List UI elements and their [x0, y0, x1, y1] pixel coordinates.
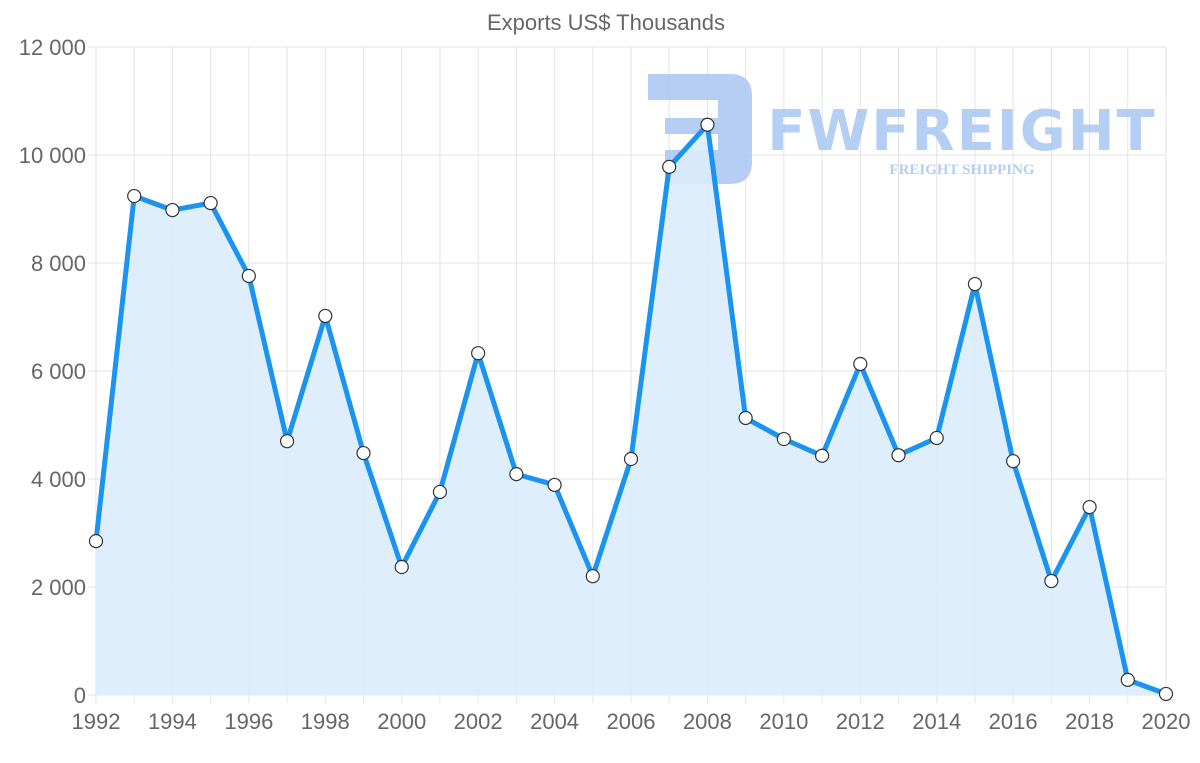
data-point[interactable] [1006, 454, 1021, 469]
x-tick-label: 2000 [377, 709, 426, 734]
x-tick-label: 2014 [912, 709, 961, 734]
data-point[interactable] [929, 430, 944, 446]
data-point[interactable] [279, 434, 295, 449]
y-axis: 0 2 000 4 000 6 000 8 000 10 000 12 000 [19, 35, 86, 708]
x-tick-label: 1998 [301, 709, 350, 734]
data-point[interactable] [241, 268, 256, 284]
y-tick-label: 12 000 [19, 35, 86, 60]
logo-mark-icon [648, 74, 752, 184]
x-tick-label: 1994 [148, 709, 197, 734]
data-point[interactable] [1158, 686, 1174, 702]
data-point[interactable] [203, 195, 218, 211]
x-tick-label: 1992 [72, 709, 121, 734]
data-point[interactable] [547, 477, 562, 493]
x-tick-label: 2010 [759, 709, 808, 734]
data-point[interactable] [394, 559, 409, 575]
data-point[interactable] [471, 346, 486, 361]
data-point[interactable] [318, 308, 333, 324]
watermark-logo: FWFREIGHT FREIGHT SHIPPING [648, 74, 1157, 184]
data-point[interactable] [88, 533, 104, 549]
data-point[interactable] [891, 448, 906, 463]
x-tick-label: 1996 [224, 709, 273, 734]
x-tick-label: 2002 [454, 709, 503, 734]
data-point[interactable] [662, 159, 677, 174]
x-tick-label: 2012 [836, 709, 885, 734]
y-tick-label: 10 000 [19, 143, 86, 168]
y-tick-label: 2 000 [31, 575, 86, 600]
data-point[interactable] [700, 117, 715, 132]
y-tick-label: 0 [74, 683, 86, 708]
x-axis: 1992 1994 1996 1998 2000 2002 2004 2006 2008 2010… [72, 709, 1191, 734]
data-point[interactable] [623, 451, 639, 467]
data-point[interactable] [432, 484, 448, 500]
y-tick-label: 8 000 [31, 251, 86, 276]
data-point[interactable] [814, 448, 830, 463]
x-tick-label: 2016 [989, 709, 1038, 734]
data-points [88, 117, 1174, 702]
data-point[interactable] [776, 431, 791, 447]
data-point[interactable] [967, 276, 983, 292]
data-point[interactable] [509, 467, 524, 482]
x-tick-label: 2006 [607, 709, 656, 734]
data-point[interactable] [853, 356, 868, 372]
watermark-tagline: FREIGHT SHIPPING [889, 162, 1034, 178]
data-point[interactable] [738, 410, 753, 426]
data-point[interactable] [165, 202, 180, 218]
x-tick-label: 2020 [1142, 709, 1191, 734]
y-tick-label: 6 000 [31, 359, 86, 384]
chart-title: Exports US$ Thousands [487, 10, 725, 35]
y-tick-label: 4 000 [31, 467, 86, 492]
x-tick-label: 2008 [683, 709, 732, 734]
data-point[interactable] [1082, 499, 1097, 515]
x-tick-label: 2004 [530, 709, 579, 734]
x-tick-label: 2018 [1065, 709, 1114, 734]
data-point[interactable] [127, 188, 142, 204]
watermark-brand: FWFREIGHT [767, 99, 1157, 164]
data-point[interactable] [585, 569, 600, 584]
area-fill [96, 124, 1166, 696]
data-point[interactable] [1120, 672, 1135, 687]
data-point[interactable] [356, 445, 371, 461]
data-point[interactable] [1044, 573, 1059, 589]
